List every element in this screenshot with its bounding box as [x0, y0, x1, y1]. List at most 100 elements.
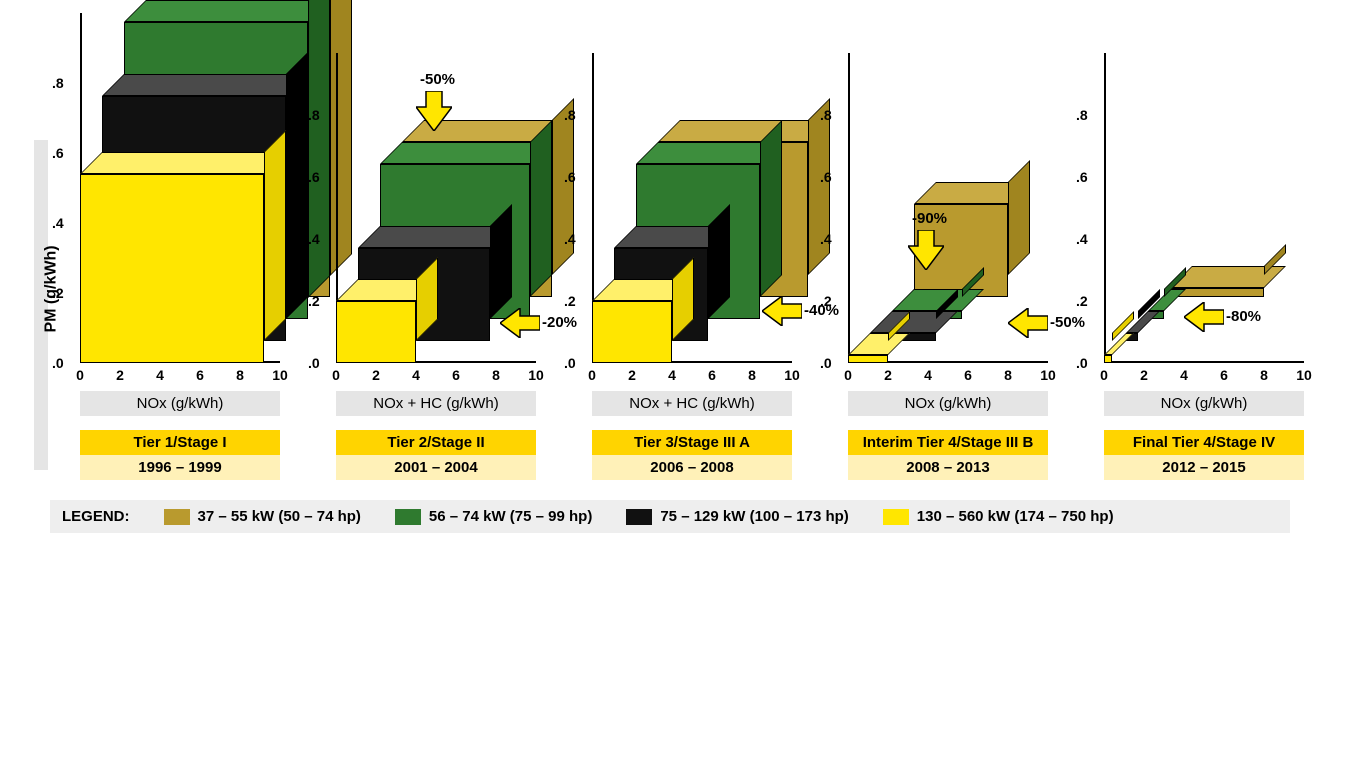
bar-3d: [1104, 355, 1112, 363]
legend-label: 56 – 74 kW (75 – 99 hp): [429, 508, 592, 525]
x-tick: 10: [1296, 367, 1312, 383]
tier-box: Tier 1/Stage I1996 – 1999: [80, 430, 280, 480]
y-tick: .8: [820, 107, 832, 123]
x-tick: 10: [1040, 367, 1056, 383]
x-tick: 6: [708, 367, 716, 383]
y-tick: .2: [308, 293, 320, 309]
legend-item: 37 – 55 kW (50 – 74 hp): [164, 508, 361, 525]
arrow-label: -20%: [542, 314, 577, 331]
arrow-down-icon: -90%: [908, 230, 944, 270]
tier-box: Tier 2/Stage II2001 – 2004: [336, 430, 536, 480]
legend-swatch: [395, 509, 421, 525]
chart-area: .0.2.4.6.80246810 -90% -50%: [848, 53, 1048, 363]
x-tick: 8: [236, 367, 244, 383]
arrow-label: -90%: [912, 210, 947, 227]
x-tick: 2: [884, 367, 892, 383]
x-tick: 2: [116, 367, 124, 383]
legend-label: 130 – 560 kW (174 – 750 hp): [917, 508, 1114, 525]
chart-area: .0.2.4.6.80246810 -80%: [1104, 53, 1304, 363]
x-tick: 0: [844, 367, 852, 383]
chart-area: .0.2.4.6.80246810 -50% -20%: [336, 53, 536, 363]
y-tick: .0: [820, 355, 832, 371]
legend-swatch: [164, 509, 190, 525]
arrow-label: -50%: [420, 71, 455, 88]
tier-box: Interim Tier 4/Stage III B2008 – 2013: [848, 430, 1048, 480]
y-tick: .8: [564, 107, 576, 123]
y-tick: .6: [564, 169, 576, 185]
arrow-label: -50%: [1050, 314, 1085, 331]
x-tick: 6: [964, 367, 972, 383]
legend-title: LEGEND:: [62, 508, 130, 525]
tier-years: 2006 – 2008: [592, 455, 792, 480]
y-tick: .8: [52, 75, 64, 91]
chart-panel: .0.2.4.6.80246810 -80%NOx (g/kWh)Final T…: [1074, 53, 1310, 480]
x-tick: 0: [588, 367, 596, 383]
y-tick: .4: [820, 231, 832, 247]
arrow-left-icon: -80%: [1184, 302, 1224, 332]
y-tick: .6: [52, 145, 64, 161]
legend-item: 56 – 74 kW (75 – 99 hp): [395, 508, 592, 525]
x-axis-label: NOx (g/kWh): [80, 391, 280, 416]
tier-name: Interim Tier 4/Stage III B: [848, 430, 1048, 455]
y-tick: .6: [308, 169, 320, 185]
arrow-label: -80%: [1226, 308, 1261, 325]
tier-years: 1996 – 1999: [80, 455, 280, 480]
tier-name: Tier 2/Stage II: [336, 430, 536, 455]
tier-years: 2008 – 2013: [848, 455, 1048, 480]
tier-name: Tier 3/Stage III A: [592, 430, 792, 455]
legend-item: 75 – 129 kW (100 – 173 hp): [626, 508, 848, 525]
y-tick: .8: [1076, 107, 1088, 123]
x-tick: 2: [1140, 367, 1148, 383]
x-tick: 6: [452, 367, 460, 383]
chart-panel: .0.2.4.6.80246810 -90% -50%NOx (g/kWh)In…: [818, 53, 1054, 480]
y-tick: .2: [52, 285, 64, 301]
tier-years: 2001 – 2004: [336, 455, 536, 480]
x-tick: 0: [1100, 367, 1108, 383]
y-tick: .4: [308, 231, 320, 247]
y-tick: .8: [308, 107, 320, 123]
y-tick: .0: [308, 355, 320, 371]
legend: LEGEND: 37 – 55 kW (50 – 74 hp) 56 – 74 k…: [50, 500, 1290, 533]
y-tick: .2: [1076, 293, 1088, 309]
y-tick: .2: [564, 293, 576, 309]
bar-3d: [848, 355, 888, 363]
tier-years: 2012 – 2015: [1104, 455, 1304, 480]
legend-swatch: [626, 509, 652, 525]
y-tick: .4: [1076, 231, 1088, 247]
arrow-left-icon: -40%: [762, 296, 802, 326]
chart-area: .0.2.4.6.80246810 -40%: [592, 53, 792, 363]
y-tick: .6: [820, 169, 832, 185]
legend-label: 75 – 129 kW (100 – 173 hp): [660, 508, 848, 525]
y-tick: .0: [52, 355, 64, 371]
charts-row: PM (g/kWh) .0.2.4.6.80246810NOx (g/kWh)T…: [50, 60, 1310, 480]
x-tick: 8: [1260, 367, 1268, 383]
x-tick: 10: [272, 367, 288, 383]
x-tick: 0: [332, 367, 340, 383]
bar-3d: [336, 301, 416, 363]
x-tick: 6: [196, 367, 204, 383]
tier-box: Tier 3/Stage III A2006 – 2008: [592, 430, 792, 480]
arrow-left-icon: -20%: [500, 308, 540, 338]
tier-name: Final Tier 4/Stage IV: [1104, 430, 1304, 455]
x-tick: 8: [748, 367, 756, 383]
tier-name: Tier 1/Stage I: [80, 430, 280, 455]
x-tick: 6: [1220, 367, 1228, 383]
x-tick: 4: [924, 367, 932, 383]
legend-swatch: [883, 509, 909, 525]
x-tick: 4: [156, 367, 164, 383]
chart-panel: .0.2.4.6.80246810 -50% -20% NOx + HC (g/k…: [306, 53, 542, 480]
tier-box: Final Tier 4/Stage IV2012 – 2015: [1104, 430, 1304, 480]
x-tick: 4: [1180, 367, 1188, 383]
legend-label: 37 – 55 kW (50 – 74 hp): [198, 508, 361, 525]
x-axis-label: NOx + HC (g/kWh): [592, 391, 792, 416]
x-tick: 10: [528, 367, 544, 383]
y-tick: .4: [564, 231, 576, 247]
x-axis-label: NOx + HC (g/kWh): [336, 391, 536, 416]
x-tick: 8: [492, 367, 500, 383]
bar-3d: [80, 174, 264, 363]
legend-item: 130 – 560 kW (174 – 750 hp): [883, 508, 1114, 525]
arrow-left-icon: -50%: [1008, 308, 1048, 338]
y-tick: .0: [1076, 355, 1088, 371]
chart-area: .0.2.4.6.80246810: [80, 13, 280, 363]
y-tick: .6: [1076, 169, 1088, 185]
